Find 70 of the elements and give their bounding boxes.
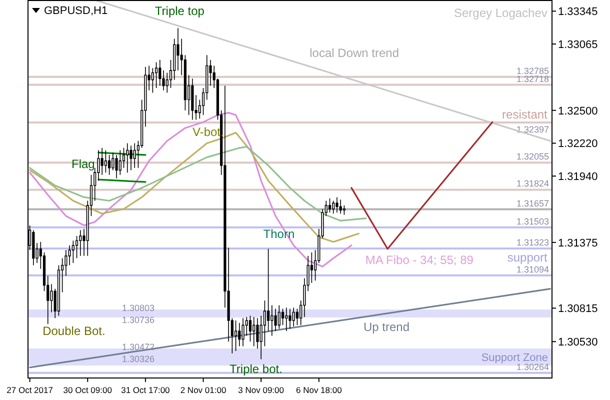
ref-line-label: 1.31323 xyxy=(516,238,549,248)
x-tick-label: 31 Oct 17:00 xyxy=(121,385,170,395)
candlestick xyxy=(108,154,111,176)
candlestick xyxy=(154,62,158,88)
ref-line-label: 1.32785 xyxy=(516,66,549,76)
candlestick xyxy=(118,150,122,176)
candlestick xyxy=(332,200,335,214)
ref-line-label: 1.32055 xyxy=(516,152,549,162)
y-tick-label: 1.30815 xyxy=(558,303,598,316)
candlestick xyxy=(242,318,244,347)
candlestick xyxy=(238,322,241,347)
y-tick-label: 1.33065 xyxy=(558,39,598,52)
y-tick-label: 1.30530 xyxy=(558,336,598,349)
x-tick-label: 2 Nov 01:00 xyxy=(180,385,226,395)
candlestick xyxy=(133,142,136,168)
ref-line-label: 1.31503 xyxy=(516,216,549,226)
annotation: Up trend xyxy=(364,320,410,334)
candlestick xyxy=(288,308,292,330)
candlestick xyxy=(104,150,107,173)
annotation: resistant xyxy=(502,107,548,122)
ref-line-label: 1.32397 xyxy=(516,124,549,134)
x-tick-label: 3 Nov 09:00 xyxy=(238,385,284,395)
line-series xyxy=(29,146,367,222)
y-tick-label: 1.32500 xyxy=(558,105,598,118)
candlestick xyxy=(252,316,256,347)
candlestick xyxy=(79,230,82,256)
candlestick xyxy=(328,198,332,213)
annotation: support xyxy=(507,250,548,265)
candlestick xyxy=(32,230,35,266)
candlestick xyxy=(126,142,129,173)
annotation: Double Bot. xyxy=(42,324,106,338)
band-label: Support Zone xyxy=(481,352,548,364)
line-series xyxy=(29,112,352,268)
annotation: Triple bot. xyxy=(230,362,282,376)
annotation: Thorn xyxy=(263,227,295,241)
candlestick xyxy=(336,196,338,213)
ref-line-label: 1.31094 xyxy=(516,264,549,274)
ref-line-label: 1.32718 xyxy=(516,74,549,84)
candlestick xyxy=(274,308,277,332)
y-tick-label: 1.31940 xyxy=(558,171,598,184)
annotation: local Down trend xyxy=(310,46,400,60)
y-tick-label: 1.32220 xyxy=(558,138,598,150)
candlestick xyxy=(72,240,74,264)
annotation: Sergey Logachev xyxy=(454,6,548,20)
annotation: Triple top xyxy=(154,4,205,18)
annotation: 1.30472 xyxy=(122,342,155,352)
y-tick-label: 1.31375 xyxy=(558,237,598,250)
annotation: MA Fibo - 34; 55; 89 xyxy=(365,253,474,267)
y-tick-label: 1.33345 xyxy=(558,6,598,18)
annotation: Flag xyxy=(71,157,95,171)
candlestick xyxy=(285,307,288,332)
x-tick-label: 30 Oct 09:00 xyxy=(63,385,112,395)
candlestick xyxy=(278,304,280,330)
annotation: 1.30803 xyxy=(122,303,155,313)
candlestick xyxy=(248,315,252,342)
ref-line-label: 1.31657 xyxy=(516,198,549,208)
candlestick xyxy=(115,154,118,179)
ref-line-label: 1.30264 xyxy=(516,362,549,372)
candlestick xyxy=(130,145,132,171)
candlestick xyxy=(292,307,295,327)
candlestick xyxy=(158,59,162,86)
ref-line-label: 1.31824 xyxy=(516,178,549,189)
candlestick xyxy=(339,199,342,214)
x-tick-label: 27 Oct 2017 xyxy=(6,385,54,395)
candlestick xyxy=(234,320,238,352)
annotation: 1.30736 xyxy=(122,315,155,325)
annotation: 1.30326 xyxy=(122,354,155,364)
candlestick xyxy=(191,78,194,120)
text: GBPUSD,H1 xyxy=(44,5,108,17)
x-tick-label: 6 Nov 18:00 xyxy=(296,385,342,395)
